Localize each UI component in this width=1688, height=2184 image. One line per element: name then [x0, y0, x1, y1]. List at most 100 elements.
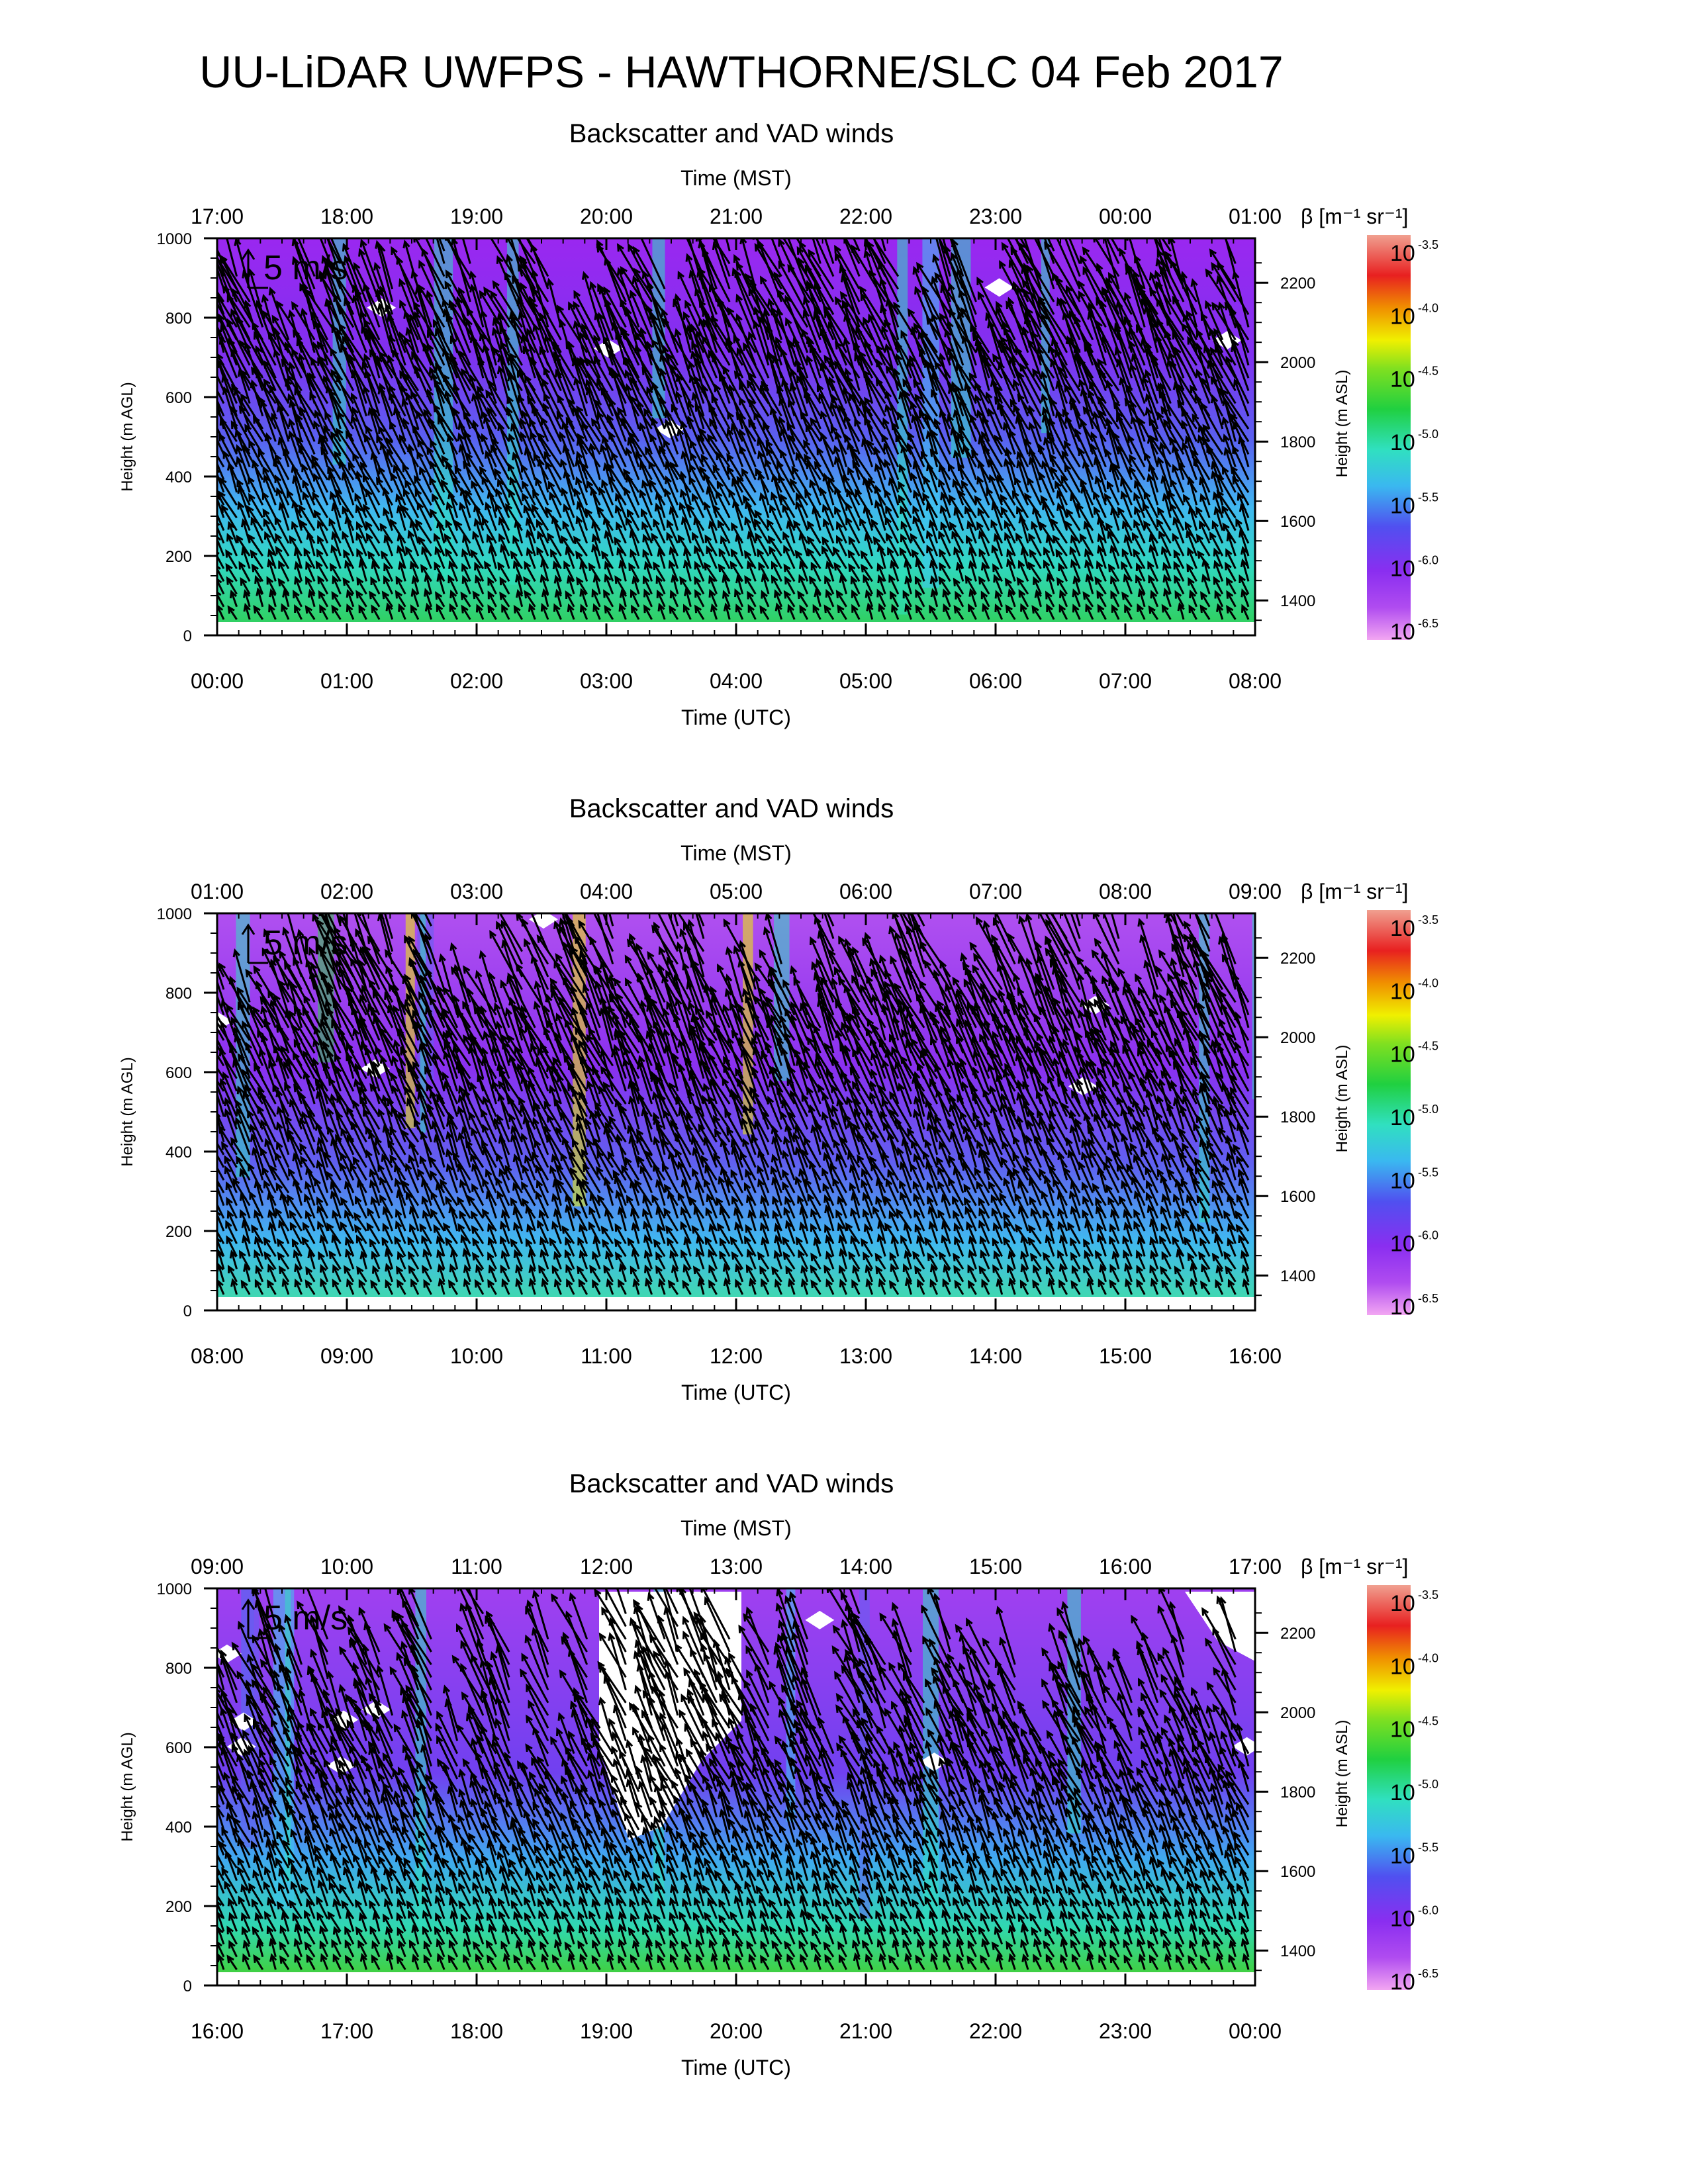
wind-arrow — [966, 1220, 977, 1244]
wind-arrow — [978, 1265, 990, 1283]
wind-arrow — [225, 1181, 238, 1206]
wind-arrow — [566, 574, 575, 595]
wind-arrow — [1213, 506, 1224, 531]
wind-arrow — [359, 461, 381, 493]
wind-arrow — [316, 1911, 329, 1933]
wind-arrow — [278, 1664, 303, 1704]
wind-arrow — [282, 447, 303, 480]
wind-arrow — [1016, 1091, 1029, 1130]
wind-arrow — [1060, 297, 1081, 341]
wind-arrow — [415, 1021, 445, 1067]
wind-arrow — [445, 548, 458, 569]
wind-arrow — [370, 1196, 381, 1219]
wind-arrow — [614, 492, 627, 518]
wind-arrow — [692, 959, 718, 1003]
wind-arrow — [254, 1911, 264, 1932]
wind-arrow — [903, 390, 925, 430]
wind-arrow — [551, 1265, 562, 1283]
wind-arrow — [1109, 1236, 1120, 1257]
wind-arrow — [693, 545, 705, 569]
wind-arrow — [1136, 1120, 1159, 1156]
wind-arrow — [991, 1051, 1016, 1092]
wind-arrow — [682, 559, 692, 582]
wind-arrow — [938, 478, 951, 506]
wind-arrow — [993, 1250, 1004, 1270]
wind-arrow — [232, 1785, 251, 1818]
wind-arrow — [510, 1238, 523, 1257]
wind-arrow — [689, 463, 705, 493]
wind-arrow — [628, 933, 653, 990]
wind-arrow — [316, 1144, 329, 1181]
wind-arrow — [494, 502, 510, 531]
wind-arrow — [608, 475, 627, 506]
wind-arrow — [482, 1124, 497, 1156]
wind-arrow — [796, 363, 821, 404]
wind-arrow — [1094, 475, 1107, 506]
wind-arrow — [872, 238, 886, 265]
wind-arrow — [386, 448, 406, 480]
x-bottom-tick-label: 10:00 — [450, 1344, 503, 1368]
wind-arrow — [1162, 574, 1172, 595]
wind-arrow — [543, 1026, 562, 1066]
wind-arrow — [395, 493, 406, 518]
wind-arrow — [1033, 238, 1055, 277]
wind-arrow — [815, 1122, 835, 1156]
wind-arrow — [712, 238, 731, 265]
wind-arrow — [1082, 406, 1107, 443]
wind-arrow — [1156, 518, 1172, 544]
wind-arrow — [899, 1191, 912, 1219]
wind-arrow — [423, 1954, 432, 1970]
wind-arrow — [355, 1926, 367, 1945]
wind-arrow — [217, 1721, 225, 1741]
wind-arrow — [1094, 1036, 1120, 1079]
wind-arrow — [1058, 604, 1068, 620]
wind-arrow — [1113, 1120, 1133, 1156]
wind-arrow — [924, 1236, 938, 1257]
wind-arrow — [1123, 1249, 1133, 1270]
wind-arrow — [637, 1155, 653, 1181]
wind-arrow — [444, 280, 471, 328]
wind-arrow — [501, 1034, 523, 1067]
wind-arrow — [1030, 1066, 1055, 1105]
wind-arrow — [754, 243, 782, 290]
wind-arrow — [839, 1279, 847, 1295]
wind-arrow — [359, 1086, 381, 1118]
wind-arrow — [445, 1925, 458, 1945]
wind-arrow — [1196, 329, 1224, 379]
wind-arrow — [1227, 1237, 1237, 1257]
wind-arrow — [745, 1264, 757, 1283]
wind-arrow — [1087, 389, 1107, 430]
wind-arrow — [261, 947, 290, 1003]
wind-arrow — [843, 337, 861, 391]
wind-arrow — [1037, 295, 1068, 341]
wind-arrow — [1186, 1194, 1197, 1219]
wind-arrow — [791, 465, 809, 493]
wind-arrow — [737, 1003, 757, 1041]
wind-arrow — [820, 487, 835, 518]
wind-arrow — [608, 431, 627, 468]
wind-arrow — [303, 1050, 329, 1092]
wind-arrow — [382, 1782, 406, 1818]
wind-arrow — [253, 1954, 264, 1970]
wind-arrow — [217, 1082, 225, 1105]
colorbar-tick-base: 10 — [1390, 1042, 1415, 1068]
wind-arrow — [255, 345, 277, 392]
wind-arrow — [291, 348, 316, 392]
wind-arrow — [541, 378, 562, 417]
no-data-patch — [805, 1610, 835, 1629]
wind-arrow — [264, 1588, 277, 1627]
wind-arrow — [850, 1207, 861, 1232]
wind-arrow — [1160, 1205, 1172, 1232]
wind-arrow — [699, 466, 718, 493]
wind-arrow — [1183, 933, 1211, 978]
backscatter-field — [217, 238, 1255, 622]
wind-arrow — [907, 913, 925, 965]
wind-arrow — [1180, 1178, 1197, 1206]
wind-arrow — [1216, 1071, 1237, 1105]
wind-arrow — [515, 1277, 524, 1295]
wind-arrow — [887, 547, 900, 569]
wind-arrow — [335, 1784, 355, 1818]
wind-arrow — [1141, 298, 1172, 353]
wind-arrow — [606, 414, 627, 455]
wind-arrow — [498, 533, 510, 557]
